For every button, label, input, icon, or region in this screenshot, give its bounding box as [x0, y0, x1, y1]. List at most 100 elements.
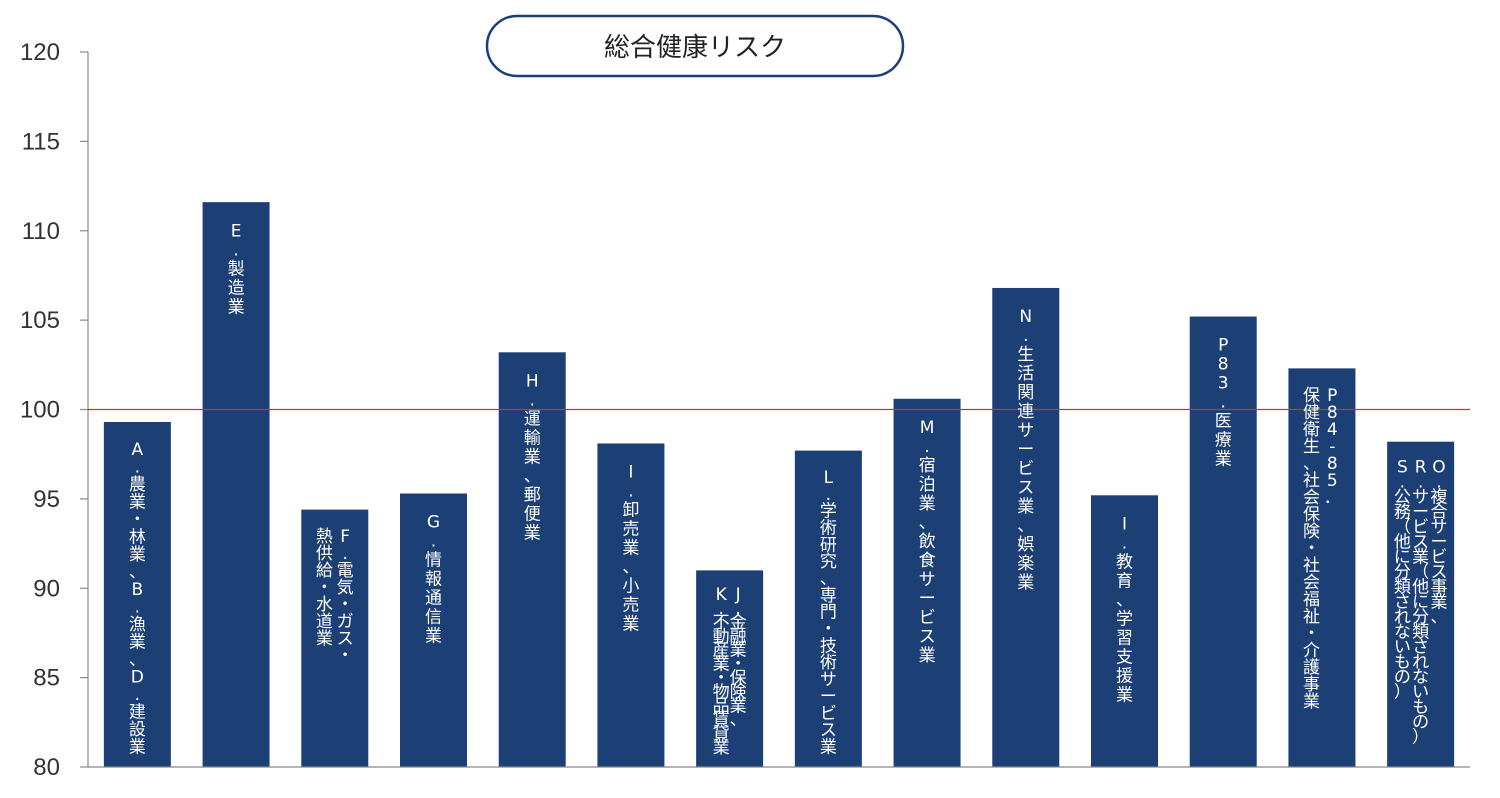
bar-label-char: K: [716, 585, 728, 605]
bar-label-char: 門: [820, 603, 837, 623]
y-tick-label: 80: [33, 754, 60, 781]
bar-label-char: ）: [1412, 727, 1429, 747]
bar-label-char: 介: [1303, 641, 1320, 661]
bar-label-char: .: [1122, 533, 1127, 553]
bar-label-char: 電: [337, 561, 354, 581]
bar-label-char: 、: [730, 710, 747, 730]
bar-label-char: 3: [1218, 374, 1229, 394]
bar-label-char: .: [135, 457, 140, 477]
bar-label-char: 業: [1116, 685, 1133, 705]
bar-label-char: P: [1218, 336, 1228, 356]
bar-label: E.製造業: [228, 221, 245, 317]
bar-label-char: I: [628, 463, 633, 483]
bar-label-char: 分: [1412, 607, 1429, 627]
bar-label-char: の: [1394, 667, 1411, 687]
bar-label-char: 建: [129, 702, 146, 722]
bar-label-char: 業: [129, 492, 146, 512]
bar-label-char: G: [427, 513, 440, 533]
bar-label-char: 、: [1017, 516, 1034, 536]
bar-label-char: 複: [1430, 487, 1447, 507]
bar-label-char: 設: [129, 720, 146, 740]
bar-label: F.電気・ガス・: [337, 527, 354, 666]
bar-label-char: 水: [316, 595, 333, 615]
bar-label-char: 、: [622, 558, 639, 578]
bar-label-char: ス: [1430, 562, 1447, 582]
bar-label-char: 健: [1303, 403, 1320, 423]
bar-label-char: ・: [1303, 624, 1320, 644]
bar-label-char: 業: [129, 632, 146, 652]
bar-label-char: 動: [713, 627, 730, 647]
bar-label: P84-85．: [1324, 386, 1341, 508]
bar-label-char: -: [1329, 437, 1335, 457]
y-tick-label: 110: [22, 218, 60, 245]
bar-label-char: な: [1412, 667, 1429, 687]
bar: [1189, 316, 1257, 767]
bar-label-char: 連: [1017, 402, 1034, 422]
bar-label-char: 通: [425, 589, 442, 609]
bar-label-char: 類: [1394, 577, 1411, 597]
bar-label-char: ス: [337, 629, 354, 649]
bar-label-char: 会: [1303, 573, 1320, 593]
bar-label-char: 業: [730, 696, 747, 716]
bar-label-char: 専: [820, 586, 837, 606]
bar-label-char: 支: [1116, 647, 1133, 667]
bar-label-char: ビ: [919, 608, 936, 628]
bar-label-char: 業: [622, 539, 639, 559]
bar-label-char: 険: [1303, 522, 1320, 542]
bar-label-char: 育: [1116, 571, 1133, 591]
bar-label-char: 関: [1017, 383, 1034, 403]
bar: [1387, 441, 1455, 767]
bar-label-char: I: [1122, 514, 1127, 534]
bar-label-char: M: [920, 418, 935, 438]
bar-label-char: ビ: [820, 704, 837, 724]
bar-label-char: 他: [1412, 577, 1429, 597]
bar-label-char: ・: [730, 655, 747, 675]
bar: [301, 509, 369, 767]
bar-label-char: .: [1418, 472, 1423, 492]
bar-label-char: 業: [730, 641, 747, 661]
bar-label-char: .: [1436, 472, 1441, 492]
bar-label-char: ・: [713, 668, 730, 688]
bar-label-char: 8: [1327, 403, 1338, 423]
bar-label-char: い: [1412, 682, 1429, 702]
bar-label-char: 学: [820, 502, 837, 522]
bar-label-char: 8: [1327, 454, 1338, 474]
bar-label-char: な: [1394, 622, 1411, 642]
bars-group: [103, 202, 1455, 767]
bar-label-char: 他: [1394, 532, 1411, 552]
bar-label-char: ）: [1394, 682, 1411, 702]
bar-label-char: ・: [337, 595, 354, 615]
bar-label-char: ー: [1412, 502, 1429, 522]
bar-label-char: ス: [1412, 532, 1429, 552]
bar-label-char: 宿: [919, 456, 936, 476]
bar-label: H.運輸業、郵便業: [524, 371, 541, 543]
bar-label-char: 売: [622, 596, 639, 616]
bar-label-char: ．: [1324, 488, 1341, 508]
bar-label-char: 熱: [316, 527, 333, 547]
bar-label-char: .: [1400, 472, 1405, 492]
bar-label-char: .: [1221, 393, 1226, 413]
bar-label-char: サ: [820, 670, 837, 690]
bar-label-char: 事: [1430, 577, 1447, 597]
chart-title-border: [485, 14, 905, 78]
bar-label-char: 業: [228, 297, 245, 317]
y-tick-label: 100: [20, 397, 60, 424]
bar-label-char: .: [530, 390, 535, 410]
bar-label-char: 業: [622, 615, 639, 635]
bar-label-char: 究: [820, 552, 837, 572]
bar-label-char: 業: [713, 655, 730, 675]
bar-label-char: ガ: [337, 612, 354, 632]
bar: [1091, 495, 1158, 767]
y-tick-label: 105: [20, 307, 60, 334]
bar-label-char: 8: [1218, 355, 1229, 375]
bar-label-char: （: [1394, 517, 1411, 537]
bar-label-char: 品: [713, 696, 730, 716]
bar-label-char: 保: [1303, 386, 1320, 406]
bar-label-char: ビ: [1017, 459, 1034, 479]
bar-label-char: ・: [337, 646, 354, 666]
bar-label-char: P: [1327, 386, 1337, 406]
